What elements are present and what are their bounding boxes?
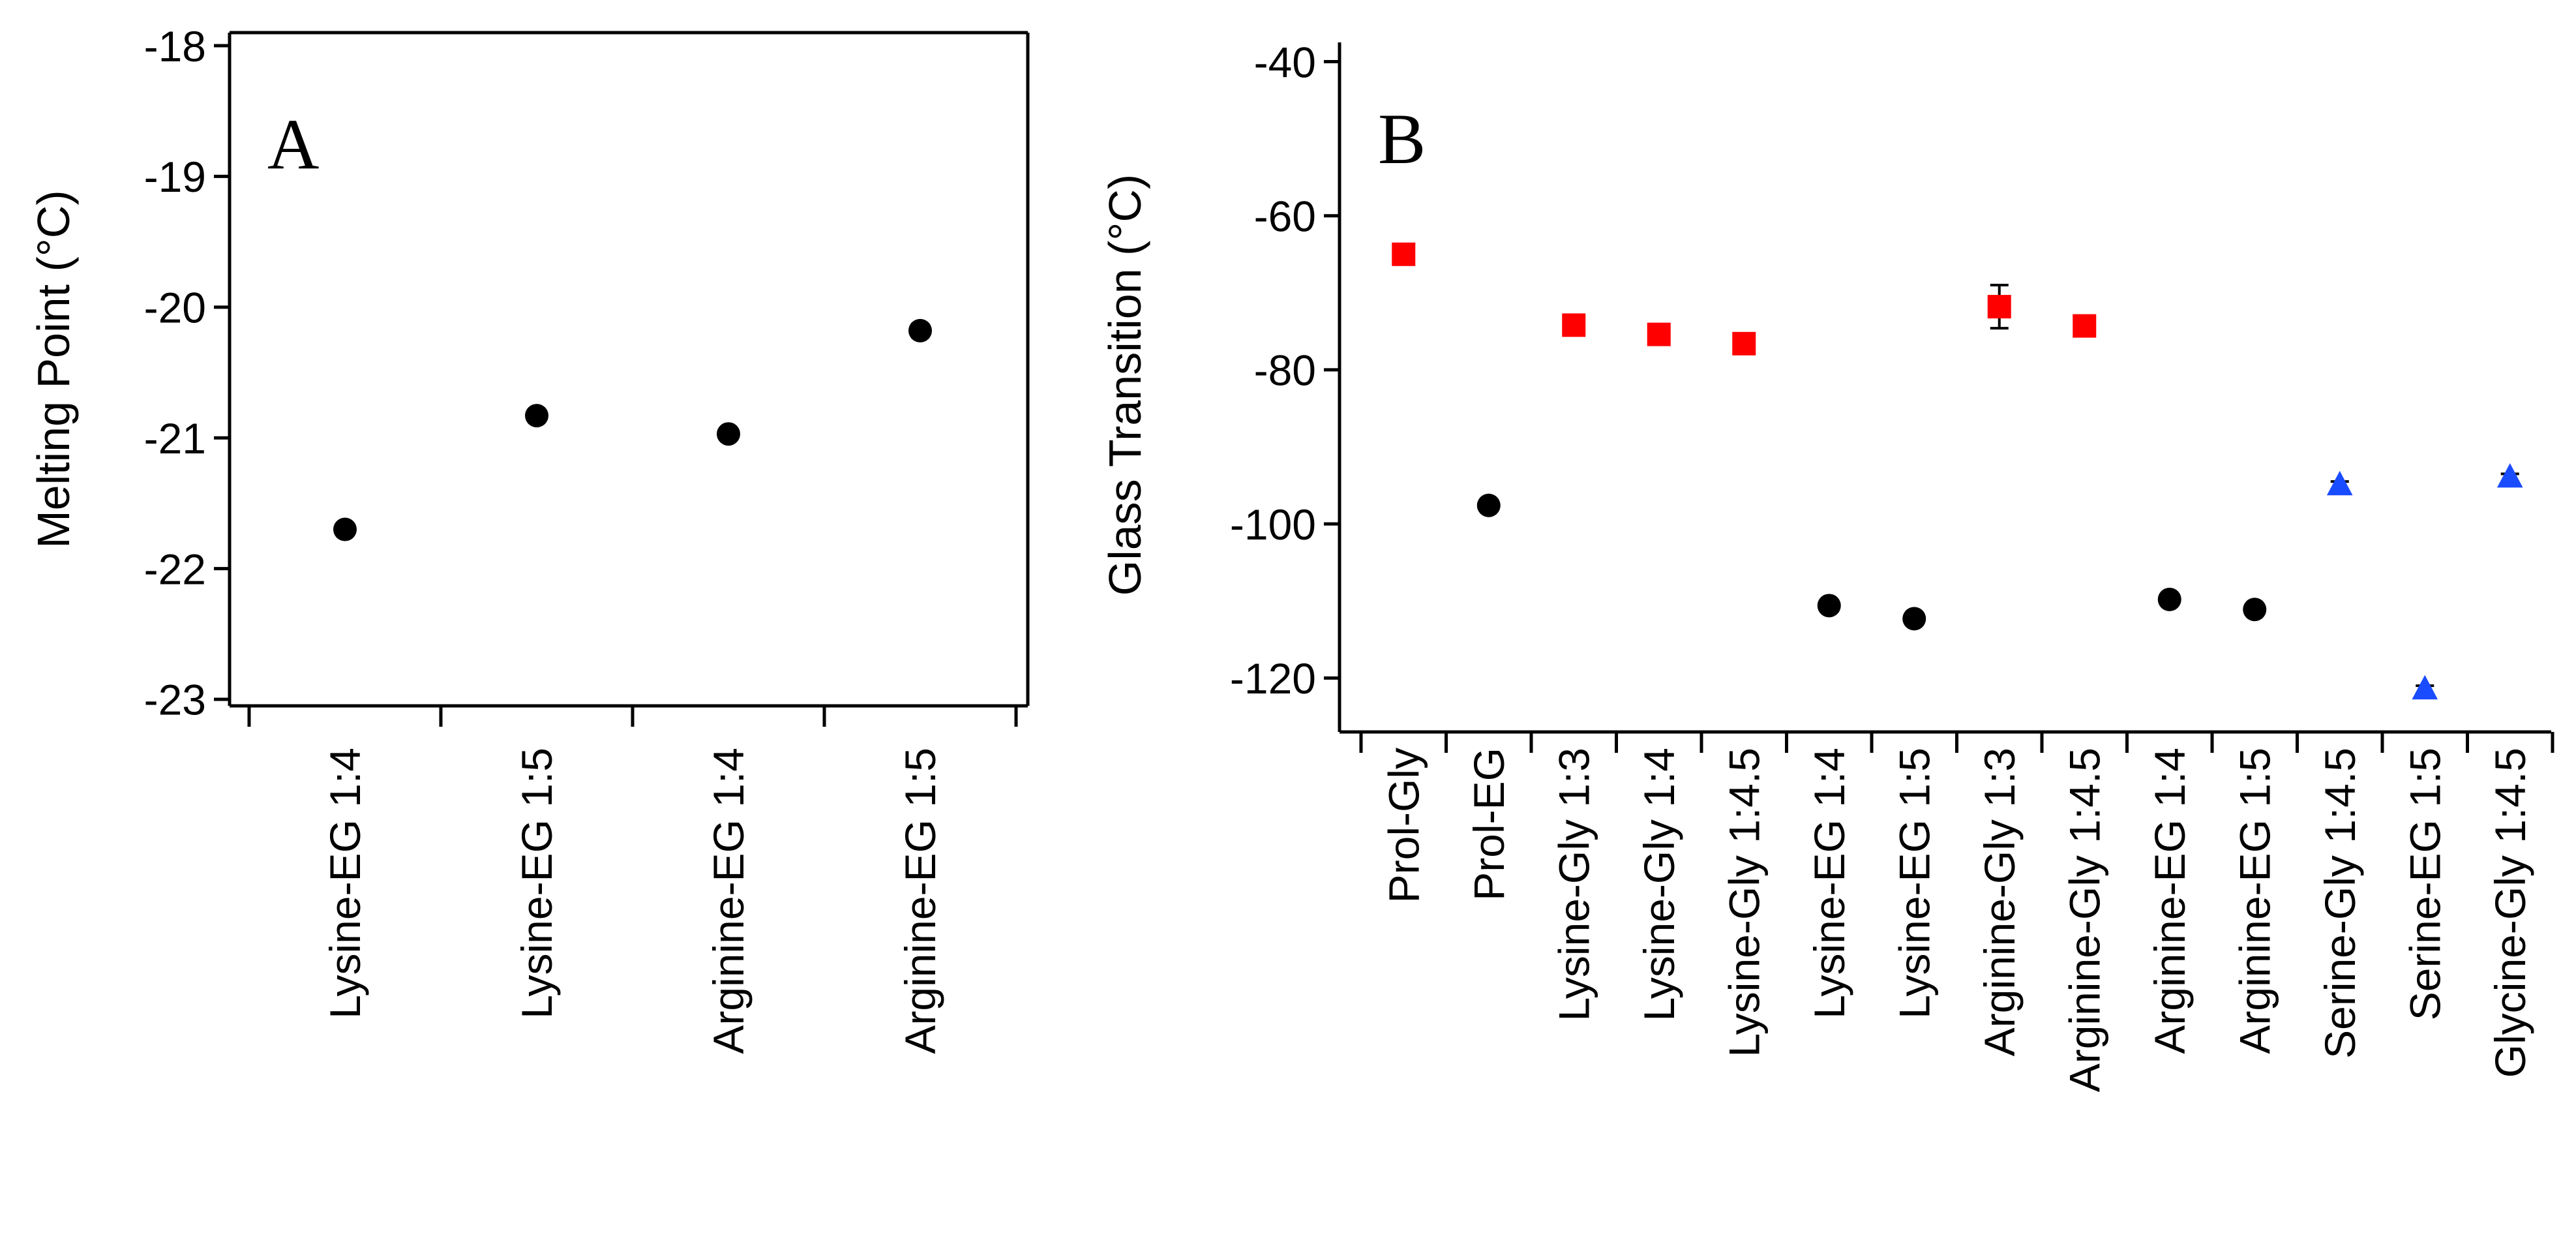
y-axis-label: Glass Transition (°C) bbox=[1100, 174, 1150, 596]
y-tick-label: -19 bbox=[144, 153, 206, 201]
x-category-label: Arginine-Gly 1:4.5 bbox=[2060, 748, 2108, 1092]
data-point-circle bbox=[333, 517, 357, 541]
y-tick-label: -120 bbox=[1230, 654, 1316, 703]
data-point-triangle bbox=[2326, 470, 2353, 496]
data-point-square bbox=[1562, 313, 1586, 337]
x-category-label: Serine-Gly 1:4.5 bbox=[2316, 748, 2364, 1059]
x-category-label: Arginine-EG 1:5 bbox=[896, 748, 944, 1054]
y-tick-label: -22 bbox=[144, 545, 206, 593]
x-category-label: Arginine-EG 1:4 bbox=[2146, 748, 2194, 1054]
x-category-label: Prol-Gly bbox=[1379, 748, 1428, 903]
x-category-label: Lysine-EG 1:5 bbox=[513, 748, 561, 1019]
panel-a-chart: -23 -22 -21 -20 -19 -18 Melting Point (°C) A Lys… bbox=[28, 22, 1030, 1054]
x-category-label: Serine-EG 1:5 bbox=[2401, 748, 2449, 1020]
data-point-triangle bbox=[2412, 675, 2438, 700]
data-point-circle bbox=[908, 318, 932, 342]
data-point-square bbox=[1732, 331, 1756, 356]
y-tick-label: -23 bbox=[144, 676, 206, 724]
y-tick-label: -100 bbox=[1230, 500, 1316, 549]
data-point-square bbox=[1647, 322, 1671, 346]
panel-label: B bbox=[1378, 99, 1426, 179]
panel-b-chart: -120 -100 -80 -60 -40 Glass Transition (°C) B P… bbox=[1100, 38, 2554, 1092]
data-point-circle bbox=[2243, 598, 2267, 622]
data-point-triangle bbox=[2496, 463, 2523, 488]
y-tick-label: -80 bbox=[1254, 346, 1316, 395]
panel-label: A bbox=[267, 104, 319, 184]
data-point-circle bbox=[525, 404, 548, 428]
y-tick-label: -60 bbox=[1254, 192, 1316, 240]
data-point-circle bbox=[1902, 607, 1926, 631]
data-point-circle bbox=[1817, 594, 1841, 618]
x-category-label: Lysine-Gly 1:4.5 bbox=[1720, 748, 1768, 1057]
y-axis-label: Melting Point (°C) bbox=[28, 190, 79, 548]
y-tick-label: -18 bbox=[144, 22, 206, 70]
y-tick-label: -40 bbox=[1254, 38, 1316, 86]
x-category-label: Arginine-EG 1:5 bbox=[2230, 748, 2279, 1054]
data-point-circle bbox=[717, 422, 740, 446]
y-tick-label: -21 bbox=[144, 414, 206, 463]
data-point-square bbox=[2073, 314, 2097, 338]
data-point-circle bbox=[2157, 587, 2181, 611]
x-category-label: Arginine-EG 1:4 bbox=[704, 748, 753, 1054]
x-category-label: Lysine-Gly 1:3 bbox=[1550, 748, 1598, 1021]
data-point-square bbox=[1392, 242, 1416, 266]
x-category-label: Glycine-Gly 1:4.5 bbox=[2486, 748, 2534, 1078]
x-category-label: Prol-EG bbox=[1465, 748, 1513, 901]
x-category-label: Lysine-EG 1:4 bbox=[321, 748, 369, 1019]
data-point-square bbox=[1987, 295, 2011, 319]
x-category-label: Arginine-Gly 1:3 bbox=[1975, 748, 2024, 1056]
y-tick-label: -20 bbox=[144, 284, 206, 332]
x-category-label: Lysine-Gly 1:4 bbox=[1635, 748, 1683, 1021]
x-category-label: Lysine-EG 1:4 bbox=[1805, 748, 1853, 1019]
data-point-circle bbox=[1476, 493, 1501, 517]
x-category-label: Lysine-EG 1:5 bbox=[1890, 748, 1938, 1019]
